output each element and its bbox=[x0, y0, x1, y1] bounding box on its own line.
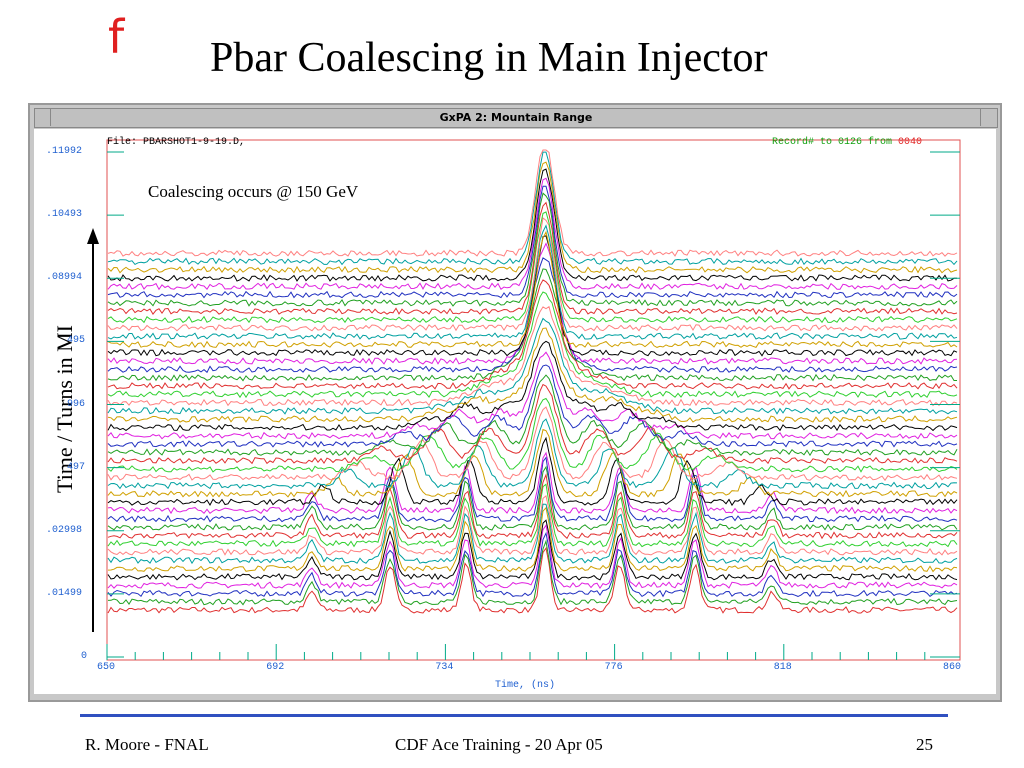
x-tick-label: 692 bbox=[266, 662, 285, 673]
title-bar: GxPA 2: Mountain Range bbox=[34, 108, 998, 128]
footer-right: 25 bbox=[916, 735, 933, 754]
trace bbox=[107, 161, 958, 274]
trace bbox=[107, 473, 958, 540]
trace bbox=[107, 192, 958, 307]
trace bbox=[107, 428, 958, 498]
trace bbox=[107, 351, 958, 440]
trace bbox=[107, 211, 958, 324]
y-tick-label: 0 bbox=[81, 651, 88, 662]
trace bbox=[107, 456, 958, 523]
trace bbox=[107, 406, 958, 482]
trace bbox=[107, 503, 958, 565]
trace bbox=[107, 519, 958, 581]
trace bbox=[107, 383, 958, 465]
window-max-button[interactable] bbox=[980, 108, 997, 126]
trace bbox=[107, 217, 958, 332]
plot-frame bbox=[106, 139, 961, 661]
x-tick-label: 734 bbox=[435, 662, 454, 673]
window-menu-button[interactable] bbox=[34, 108, 51, 126]
trace bbox=[107, 305, 958, 407]
x-tick-label: 860 bbox=[943, 662, 962, 673]
trace bbox=[107, 177, 958, 291]
footer-center: CDF Ace Training - 20 Apr 05 bbox=[395, 735, 603, 754]
y-tick-label: .11992 bbox=[46, 146, 83, 157]
trace bbox=[107, 506, 958, 573]
trace bbox=[107, 539, 958, 606]
y-tick-label: .01499 bbox=[46, 587, 83, 599]
traces bbox=[107, 149, 958, 614]
trace bbox=[107, 418, 958, 490]
footer-rule bbox=[80, 714, 948, 717]
y-tick-label: .02998 bbox=[46, 524, 83, 536]
trace bbox=[107, 317, 958, 415]
trace bbox=[107, 149, 958, 257]
trace bbox=[107, 230, 958, 349]
trace bbox=[107, 364, 958, 448]
trace bbox=[107, 374, 958, 457]
trace bbox=[107, 436, 958, 507]
y-tick-label: 495 bbox=[67, 335, 86, 347]
window-title: GxPA 2: Mountain Range bbox=[439, 111, 593, 124]
trace bbox=[107, 185, 958, 299]
logo: f bbox=[108, 10, 125, 64]
file-label: File: PBARSHOT1-9-19.D, bbox=[107, 137, 246, 148]
trace bbox=[107, 483, 958, 548]
trace bbox=[107, 546, 958, 614]
y-tick-label: .08994 bbox=[46, 272, 83, 284]
trace bbox=[107, 168, 957, 282]
annotation: Coalescing occurs @ 150 GeV bbox=[148, 182, 359, 201]
x-tick-label: 818 bbox=[773, 662, 792, 673]
y-tick-label: 497 bbox=[67, 461, 86, 473]
trace bbox=[107, 494, 958, 556]
window: GxPA 2: Mountain Range bbox=[28, 103, 1002, 702]
trace bbox=[107, 201, 958, 315]
x-tick-label: 650 bbox=[97, 662, 116, 673]
x-axis-label: Time, (ns) bbox=[495, 680, 556, 691]
trace bbox=[107, 279, 958, 390]
trace bbox=[107, 397, 958, 473]
ticks bbox=[106, 151, 960, 660]
trace bbox=[107, 291, 958, 399]
slide-title: Pbar Coalescing in Main Injector bbox=[210, 35, 768, 81]
trace bbox=[107, 224, 958, 340]
trace bbox=[107, 268, 957, 382]
trace bbox=[107, 151, 958, 266]
record-text: Record# to 0126 from bbox=[772, 137, 893, 148]
trace bbox=[107, 531, 958, 598]
record-from: 0040 bbox=[898, 137, 923, 148]
trace bbox=[107, 340, 958, 432]
plot-panel bbox=[34, 129, 996, 694]
record-label: Record# to 0126 from 0040 bbox=[772, 137, 922, 148]
trace bbox=[107, 327, 958, 423]
footer-left: R. Moore - FNAL bbox=[85, 735, 209, 754]
y-tick-label: 996 bbox=[67, 398, 86, 410]
arrow-head bbox=[87, 228, 99, 244]
x-tick-label: 776 bbox=[604, 662, 623, 673]
y-tick-label: .10493 bbox=[46, 209, 83, 221]
trace bbox=[107, 235, 958, 357]
trace bbox=[107, 524, 958, 590]
trace bbox=[107, 451, 958, 515]
trace bbox=[107, 465, 958, 531]
